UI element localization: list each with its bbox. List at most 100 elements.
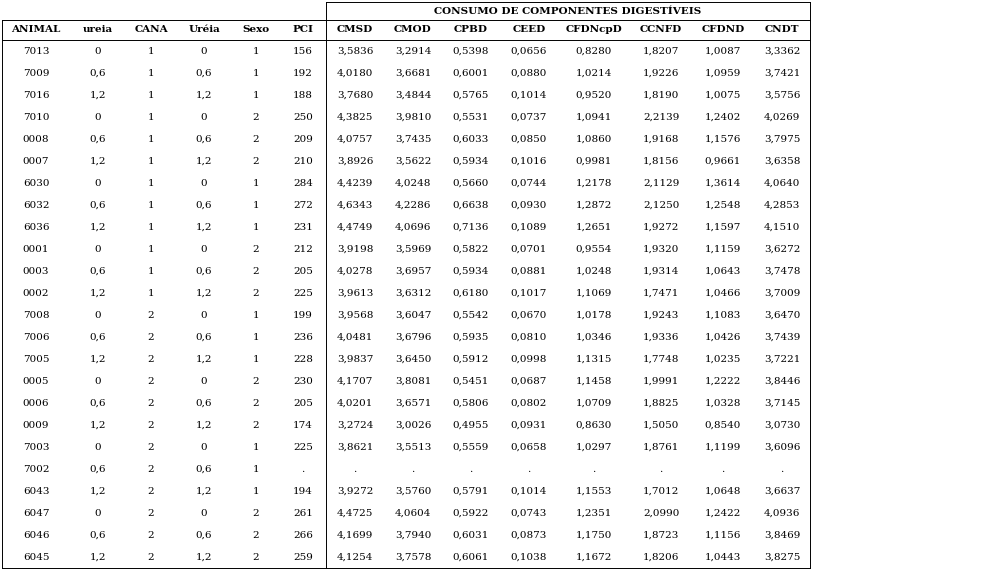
- Text: 0006: 0006: [23, 399, 50, 407]
- Text: 1: 1: [148, 179, 154, 187]
- Text: 3,5969: 3,5969: [395, 244, 432, 254]
- Text: 3,5622: 3,5622: [395, 157, 432, 165]
- Text: 0,1038: 0,1038: [511, 552, 547, 562]
- Text: 4,0640: 4,0640: [764, 179, 800, 187]
- Text: 1,0941: 1,0941: [576, 112, 612, 122]
- Text: 0,6: 0,6: [196, 134, 212, 144]
- Text: 1,0426: 1,0426: [705, 332, 742, 342]
- Text: 0,5398: 0,5398: [452, 47, 489, 55]
- Text: 1,8207: 1,8207: [643, 47, 679, 55]
- Text: .: .: [722, 464, 725, 474]
- Text: 0,9520: 0,9520: [576, 90, 612, 100]
- Text: 0003: 0003: [23, 267, 50, 275]
- Text: 0001: 0001: [23, 244, 50, 254]
- Text: CPBD: CPBD: [454, 26, 488, 34]
- Text: 7003: 7003: [23, 442, 50, 452]
- Text: 2: 2: [148, 421, 154, 430]
- Text: 2: 2: [252, 112, 259, 122]
- Text: 1,9991: 1,9991: [643, 377, 679, 385]
- Text: 0,6061: 0,6061: [452, 552, 489, 562]
- Text: 1,2: 1,2: [90, 552, 106, 562]
- Text: 1,2178: 1,2178: [576, 179, 612, 187]
- Text: 0,4955: 0,4955: [452, 421, 489, 430]
- Text: 3,8469: 3,8469: [764, 531, 800, 540]
- Text: 4,0936: 4,0936: [764, 509, 800, 517]
- Text: 1,2: 1,2: [196, 552, 212, 562]
- Text: .: .: [353, 464, 356, 474]
- Text: CFDNcpD: CFDNcpD: [565, 26, 623, 34]
- Text: 3,8926: 3,8926: [337, 157, 373, 165]
- Text: CMOD: CMOD: [394, 26, 432, 34]
- Text: 0,5451: 0,5451: [452, 377, 489, 385]
- Text: 1,2548: 1,2548: [705, 201, 742, 210]
- Text: 1,2: 1,2: [196, 421, 212, 430]
- Text: 2: 2: [148, 531, 154, 540]
- Text: 0: 0: [95, 442, 101, 452]
- Text: 7013: 7013: [23, 47, 50, 55]
- Text: 210: 210: [293, 157, 313, 165]
- Text: 1,0087: 1,0087: [705, 47, 742, 55]
- Text: 1: 1: [252, 354, 259, 364]
- Text: 3,6571: 3,6571: [395, 399, 432, 407]
- Text: 0,6: 0,6: [90, 399, 106, 407]
- Text: 2: 2: [148, 442, 154, 452]
- Text: 228: 228: [293, 354, 313, 364]
- Text: 3,7680: 3,7680: [337, 90, 373, 100]
- Text: 0,6: 0,6: [90, 267, 106, 275]
- Text: 231: 231: [293, 222, 313, 232]
- Text: 7010: 7010: [23, 112, 50, 122]
- Text: CANA: CANA: [135, 26, 168, 34]
- Text: 4,1699: 4,1699: [337, 531, 373, 540]
- Text: 4,0269: 4,0269: [764, 112, 800, 122]
- Text: 7008: 7008: [23, 311, 50, 320]
- Text: 2,0990: 2,0990: [643, 509, 679, 517]
- Text: 0: 0: [95, 311, 101, 320]
- Text: 0,7136: 0,7136: [452, 222, 489, 232]
- Text: 225: 225: [293, 442, 313, 452]
- Text: 1: 1: [148, 267, 154, 275]
- Text: 1,2: 1,2: [90, 487, 106, 495]
- Text: 1,7012: 1,7012: [643, 487, 679, 495]
- Text: 2: 2: [148, 311, 154, 320]
- Text: 1,0860: 1,0860: [576, 134, 612, 144]
- Text: 1: 1: [148, 47, 154, 55]
- Text: .: .: [412, 464, 415, 474]
- Text: .: .: [301, 464, 305, 474]
- Text: 1,1159: 1,1159: [705, 244, 742, 254]
- Text: 2: 2: [148, 399, 154, 407]
- Text: 1,9226: 1,9226: [643, 69, 679, 77]
- Text: 1: 1: [148, 289, 154, 297]
- Text: 1,8825: 1,8825: [643, 399, 679, 407]
- Text: 3,6681: 3,6681: [395, 69, 432, 77]
- Text: 2: 2: [252, 289, 259, 297]
- Text: 1,0178: 1,0178: [576, 311, 612, 320]
- Text: 0,6180: 0,6180: [452, 289, 489, 297]
- Text: 0: 0: [201, 179, 207, 187]
- Text: 1,2: 1,2: [90, 289, 106, 297]
- Text: 4,4749: 4,4749: [337, 222, 373, 232]
- Text: 2: 2: [252, 531, 259, 540]
- Text: 199: 199: [293, 311, 313, 320]
- Text: 0: 0: [201, 112, 207, 122]
- Text: 3,5760: 3,5760: [395, 487, 432, 495]
- Text: 0: 0: [95, 47, 101, 55]
- Text: 6030: 6030: [23, 179, 50, 187]
- Text: 3,7421: 3,7421: [764, 69, 800, 77]
- Text: 4,2853: 4,2853: [764, 201, 800, 210]
- Text: 1,9272: 1,9272: [643, 222, 679, 232]
- Text: 1,2: 1,2: [196, 289, 212, 297]
- Text: 0,0743: 0,0743: [511, 509, 547, 517]
- Text: 0,6638: 0,6638: [452, 201, 489, 210]
- Text: 284: 284: [293, 179, 313, 187]
- Text: 4,0248: 4,0248: [395, 179, 432, 187]
- Text: 0,6: 0,6: [90, 332, 106, 342]
- Text: 2: 2: [252, 399, 259, 407]
- Text: .: .: [469, 464, 472, 474]
- Text: 0007: 0007: [23, 157, 50, 165]
- Text: 0,0998: 0,0998: [511, 354, 547, 364]
- Text: CFDND: CFDND: [701, 26, 744, 34]
- Text: 1,7471: 1,7471: [643, 289, 679, 297]
- Text: 0,1089: 0,1089: [511, 222, 547, 232]
- Text: ureia: ureia: [83, 26, 113, 34]
- Text: 250: 250: [293, 112, 313, 122]
